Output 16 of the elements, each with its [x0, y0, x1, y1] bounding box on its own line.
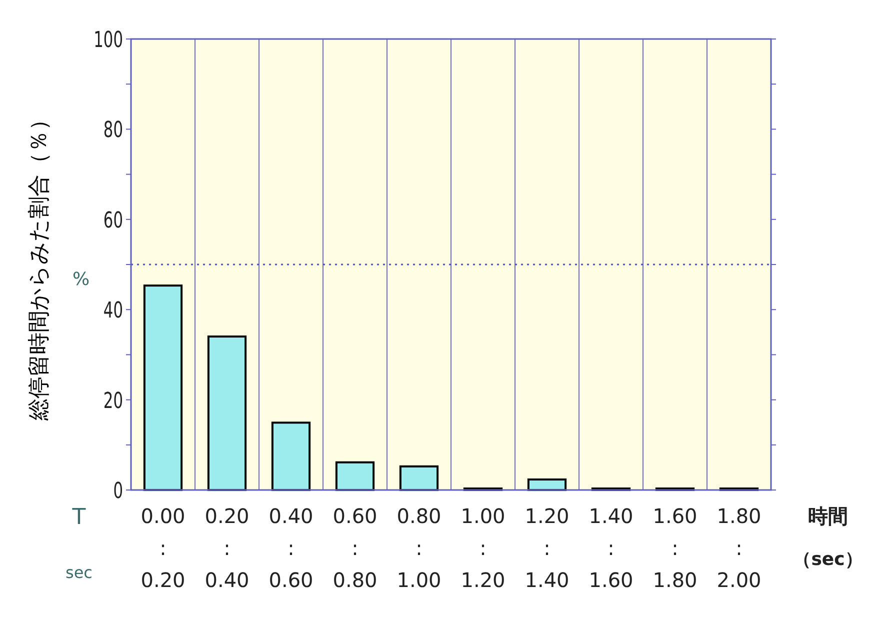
x-tick-label: 0.60 : 0.80	[332, 504, 378, 592]
x-tick-label: 1.60 : 1.80	[652, 504, 698, 592]
text: （sec）	[793, 549, 863, 570]
x-tick-label: 1.00 : 1.20	[460, 504, 506, 592]
x-tick-label: 0.80 : 1.00	[396, 504, 442, 592]
text: T	[71, 505, 86, 530]
x-tick-label: 1.40 : 1.60	[588, 504, 634, 592]
x-tick-label: 0.00 : 0.20	[140, 504, 186, 592]
x-tick-label: 0.40 : 0.60	[268, 504, 314, 592]
x-axis-title: 時間	[808, 504, 848, 528]
text: sec	[66, 563, 92, 582]
y-axis-title: 総停留時間からみた割合（％）	[27, 108, 52, 422]
text: %	[72, 269, 90, 290]
x-tick-label: 1.20 : 1.40	[524, 504, 570, 592]
x-tick-label: 1.80 : 2.00	[716, 504, 762, 592]
x-tick-label: 0.20 : 0.40	[204, 504, 250, 592]
